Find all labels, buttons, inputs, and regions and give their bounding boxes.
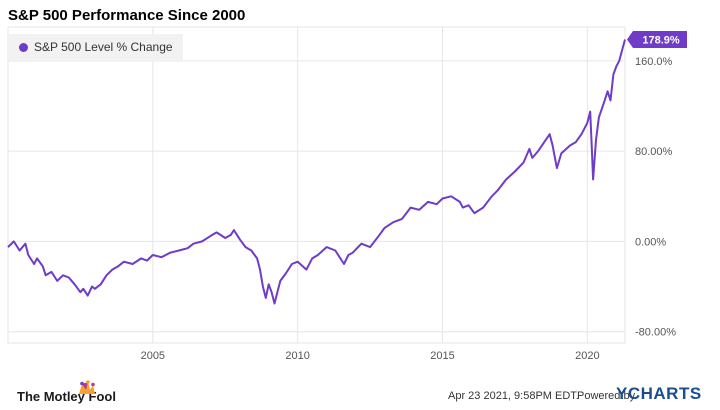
series-line — [7, 39, 626, 305]
y-tick-label: -80.00% — [635, 327, 676, 339]
y-tick-label: 160.0% — [635, 56, 673, 68]
x-tick-label: 2015 — [430, 350, 454, 362]
legend-swatch — [19, 43, 28, 52]
powered-by-label: Powered by — [577, 390, 636, 402]
footer: The Motley Fool Apr 23 2021, 9:58PM EDT.… — [0, 378, 720, 410]
x-tick-label: 2020 — [575, 350, 599, 362]
chart-title: S&P 500 Performance Since 2000 — [8, 7, 246, 24]
legend[interactable]: S&P 500 Level % Change — [9, 34, 183, 62]
x-tick-label: 2005 — [141, 350, 165, 362]
ycharts-wordmark: YCHARTS — [616, 384, 702, 403]
x-tick-label: 2010 — [285, 350, 309, 362]
jester-cap-icon — [79, 380, 95, 394]
legend-label: S&P 500 Level % Change — [34, 40, 173, 54]
motley-fool-wordmark: The Motley Fool — [17, 389, 116, 404]
timestamp: Apr 23 2021, 9:58PM EDT. — [448, 390, 579, 402]
last-value-callout — [627, 31, 687, 49]
y-tick-label: 0.00% — [635, 236, 666, 248]
y-tick-label: 80.00% — [635, 146, 673, 158]
ycharts-logo[interactable]: YCHARTS — [616, 384, 702, 404]
plot-frame — [7, 26, 626, 344]
last-value-label: 178.9% — [642, 35, 680, 47]
